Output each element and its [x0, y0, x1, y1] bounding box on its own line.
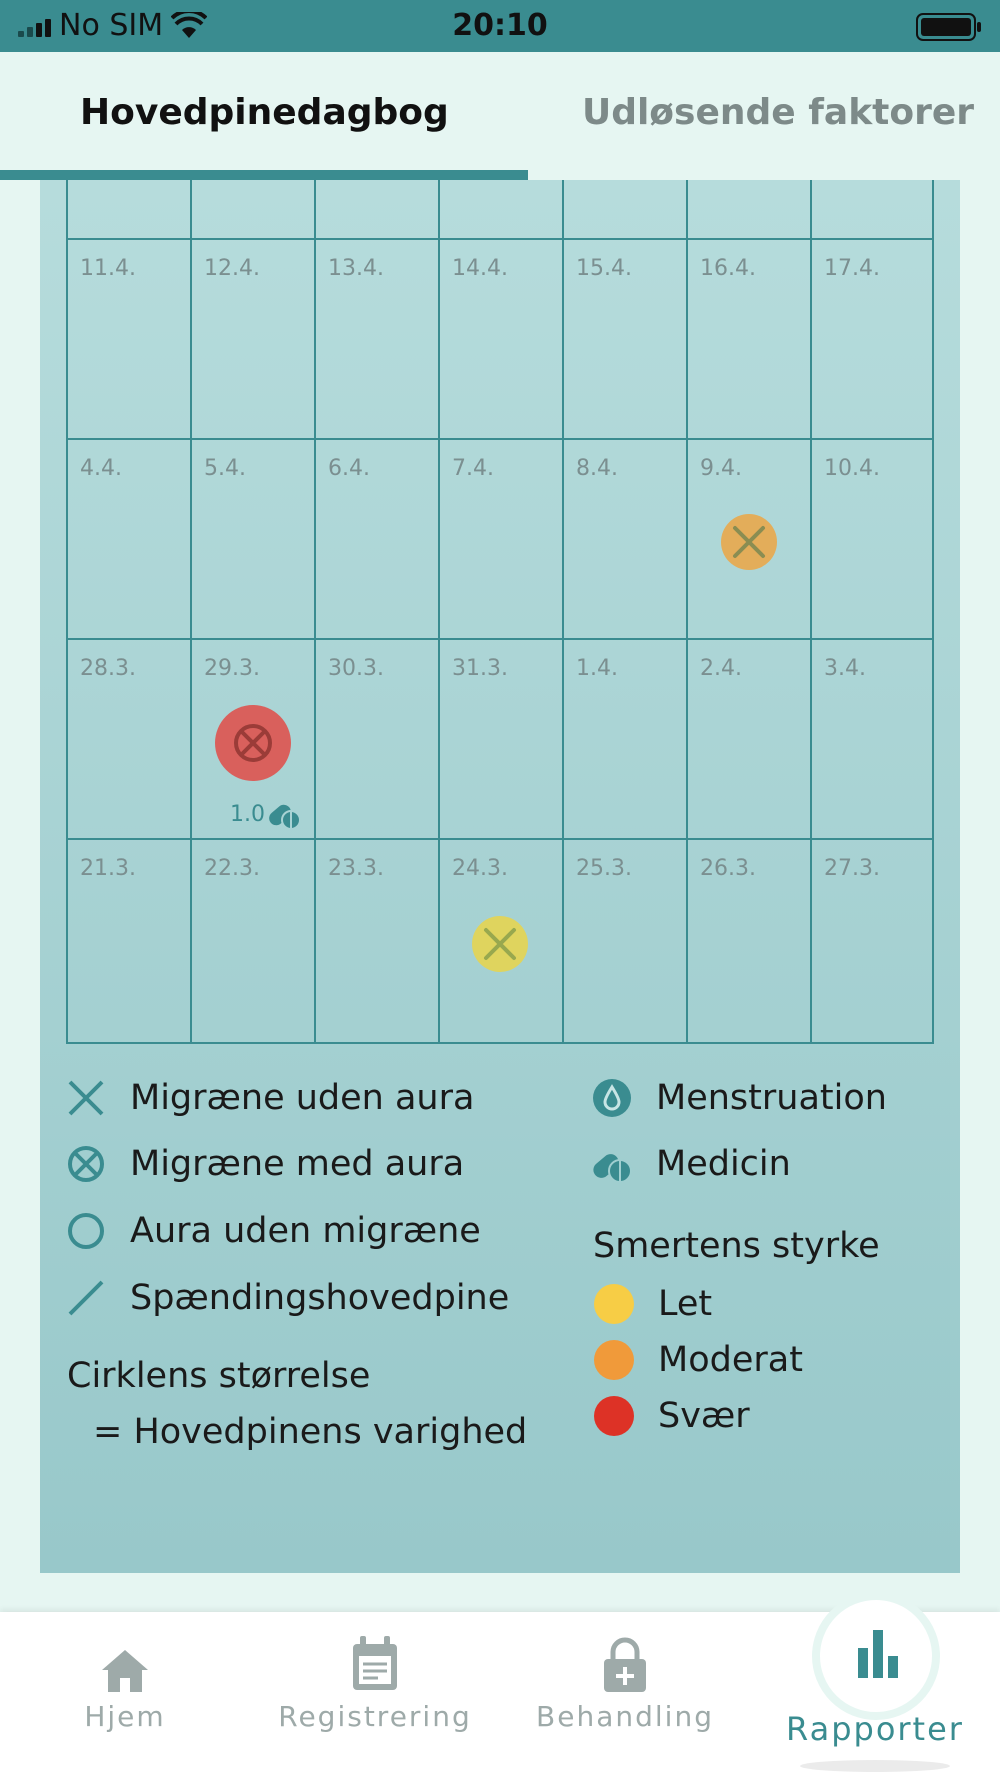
- day-label[interactable]: 6.4.: [328, 456, 370, 481]
- day-label[interactable]: 5.4.: [204, 456, 246, 481]
- nav-hjem[interactable]: Hjem: [0, 1612, 250, 1778]
- slash-icon: [68, 1280, 104, 1316]
- day-label[interactable]: 23.3.: [328, 856, 384, 881]
- legend-migraine-without-aura: Migræne uden aura: [64, 1076, 474, 1120]
- day-label[interactable]: 3.4.: [824, 656, 866, 681]
- legend-label: Moderat: [658, 1340, 803, 1380]
- legend-tension-headache: Spændingshovedpine: [64, 1276, 509, 1320]
- day-label[interactable]: 31.3.: [452, 656, 508, 681]
- day-label[interactable]: 29.3.: [204, 656, 260, 681]
- severity-title: Smertens styrke: [593, 1226, 880, 1266]
- day-label[interactable]: 28.3.: [80, 656, 136, 681]
- x-icon: [733, 526, 765, 558]
- headache-marker-9-4[interactable]: [721, 514, 777, 570]
- legend-migraine-with-aura: Migræne med aura: [64, 1142, 464, 1186]
- tab-hovedpinedagbog[interactable]: Hovedpinedagbog: [80, 92, 449, 133]
- nav-rapporter-active-circle[interactable]: [812, 1592, 940, 1720]
- wifi-icon: [171, 11, 208, 38]
- status-time: 20:10: [452, 8, 548, 43]
- nav-label: Registrering: [278, 1700, 472, 1733]
- legend-label: Spændingshovedpine: [130, 1278, 510, 1318]
- tab-udlosende-faktorer[interactable]: Udløsende faktorer: [581, 92, 974, 133]
- legend-severity-light: Let: [592, 1282, 712, 1326]
- tab-indicator: [0, 170, 528, 180]
- medicine-amount: 1.0: [230, 802, 265, 827]
- x-circle-icon: [234, 724, 272, 762]
- calendar-icon: [353, 1636, 397, 1690]
- legend-label: Svær: [658, 1396, 750, 1436]
- yellow-dot-icon: [594, 1284, 634, 1324]
- legend-label: Medicin: [656, 1144, 791, 1184]
- headache-marker-29-3[interactable]: [215, 705, 291, 781]
- x-circle-icon: [68, 1146, 104, 1182]
- home-indicator-shadow: [800, 1760, 950, 1772]
- bar-chart-icon: [858, 1630, 898, 1678]
- nav-label: Behandling: [536, 1700, 714, 1733]
- legend-aura-without-migraine: Aura uden migræne: [64, 1209, 481, 1253]
- legend-label: Migræne uden aura: [130, 1078, 475, 1118]
- report-tabs: Hovedpinedagbog Udløsende faktorer: [0, 52, 1000, 180]
- legend-label: Migræne med aura: [130, 1144, 465, 1184]
- day-label[interactable]: 26.3.: [700, 856, 756, 881]
- nav-registrering[interactable]: Registrering: [250, 1612, 500, 1778]
- orange-dot-icon: [594, 1340, 634, 1380]
- legend-severity-moderate: Moderat: [592, 1338, 803, 1382]
- carrier-group: No SIM: [18, 8, 208, 43]
- day-label[interactable]: 13.4.: [328, 256, 384, 281]
- day-label[interactable]: 21.3.: [80, 856, 136, 881]
- calendar-grid: 11.4. 12.4. 13.4. 14.4. 15.4. 16.4. 17.4…: [66, 180, 934, 1044]
- red-dot-icon: [594, 1396, 634, 1436]
- x-icon: [68, 1080, 104, 1116]
- day-label[interactable]: 4.4.: [80, 456, 122, 481]
- day-label[interactable]: 30.3.: [328, 656, 384, 681]
- day-label[interactable]: 1.4.: [576, 656, 618, 681]
- circle-size-description: = Hovedpinens varighed: [93, 1412, 528, 1452]
- day-label[interactable]: 24.3.: [452, 856, 508, 881]
- signal-icon: [18, 15, 51, 37]
- medicine-icon: [269, 804, 301, 830]
- day-label[interactable]: 10.4.: [824, 456, 880, 481]
- day-label[interactable]: 8.4.: [576, 456, 618, 481]
- circle-size-title: Cirklens størrelse: [67, 1356, 371, 1396]
- medicine-icon: [593, 1154, 632, 1183]
- day-label[interactable]: 7.4.: [452, 456, 494, 481]
- day-label[interactable]: 22.3.: [204, 856, 260, 881]
- lock-plus-icon: [604, 1637, 646, 1692]
- legend-menstruation: Menstruation: [590, 1076, 887, 1120]
- battery-icon: [916, 13, 981, 41]
- day-label[interactable]: 2.4.: [700, 656, 742, 681]
- carrier-label: No SIM: [59, 8, 164, 43]
- legend-label: Aura uden migræne: [130, 1211, 481, 1251]
- circle-icon: [68, 1213, 104, 1249]
- legend-label: Let: [658, 1284, 713, 1324]
- nav-behandling[interactable]: Behandling: [500, 1612, 750, 1778]
- home-icon: [102, 1650, 148, 1692]
- menstruation-icon: [593, 1079, 631, 1117]
- legend-label: Menstruation: [656, 1078, 887, 1118]
- day-label[interactable]: 17.4.: [824, 256, 880, 281]
- day-label[interactable]: 9.4.: [700, 456, 742, 481]
- day-label[interactable]: 27.3.: [824, 856, 880, 881]
- status-bar: No SIM 20:10: [0, 0, 1000, 52]
- legend-medicine: Medicin: [590, 1142, 791, 1186]
- report-panel: 11.4. 12.4. 13.4. 14.4. 15.4. 16.4. 17.4…: [40, 180, 960, 1573]
- day-label[interactable]: 15.4.: [576, 256, 632, 281]
- day-label[interactable]: 12.4.: [204, 256, 260, 281]
- x-icon: [484, 928, 516, 960]
- day-label[interactable]: 25.3.: [576, 856, 632, 881]
- legend-severity-severe: Svær: [592, 1394, 750, 1438]
- day-label[interactable]: 16.4.: [700, 256, 756, 281]
- day-label[interactable]: 11.4.: [80, 256, 136, 281]
- day-label[interactable]: 14.4.: [452, 256, 508, 281]
- nav-label: Hjem: [84, 1700, 166, 1733]
- headache-marker-24-3[interactable]: [472, 916, 528, 972]
